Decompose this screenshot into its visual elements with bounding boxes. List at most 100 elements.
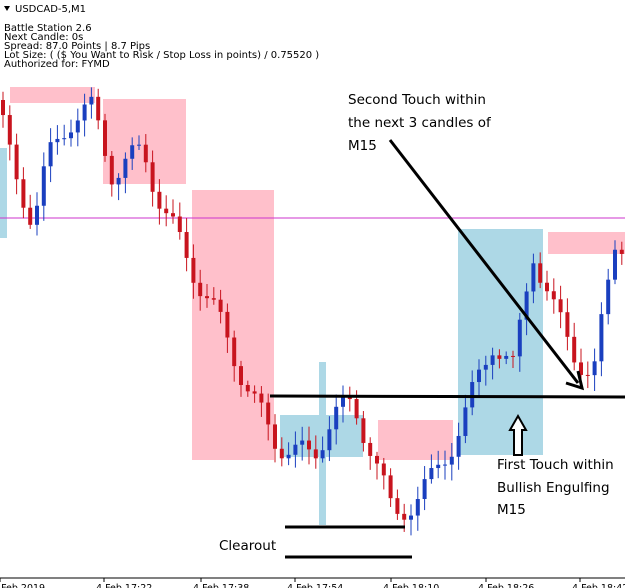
candle-body (109, 155, 114, 185)
candle-body (266, 402, 271, 425)
candle-body (511, 355, 515, 357)
info-line: Battle Station 2.6 (4, 23, 92, 34)
candle-body (409, 515, 413, 520)
candle-body (585, 374, 590, 376)
candle-body (497, 355, 502, 359)
candle-body (456, 435, 461, 457)
demand-zone (458, 229, 543, 455)
x-tick-label: 4 Feb 17:38 (193, 583, 249, 588)
x-tick-label: 4 Feb 2019 (0, 583, 45, 588)
candle-body (463, 407, 468, 436)
candle-body (470, 382, 475, 408)
candle-body (599, 314, 604, 362)
candle-body (273, 424, 277, 449)
supply-zone (103, 99, 186, 184)
candle-body (35, 205, 39, 225)
candle-body (300, 440, 305, 445)
candle-body (184, 232, 189, 258)
x-axis-labels: 4 Feb 2019 4 Feb 17:22 4 Feb 17:38 4 Feb 17… (0, 578, 625, 588)
candle-body (517, 319, 522, 357)
candle-body (402, 513, 407, 520)
candle-body (252, 391, 257, 394)
candle-body (62, 138, 67, 140)
candle-body (123, 158, 128, 178)
candle-body (1, 100, 5, 116)
candle-body (388, 475, 393, 499)
candle-body (483, 364, 488, 370)
candle-body (538, 263, 543, 283)
candle-body (286, 454, 291, 459)
level-line (269, 394, 625, 399)
window-title: USDCAD-5,M1 (15, 4, 86, 15)
candle-body (96, 96, 101, 121)
candle-body (592, 361, 597, 376)
x-tick-label: 4 Feb 17:54 (287, 583, 343, 588)
candle-body (375, 455, 379, 464)
candle-body (341, 396, 345, 407)
candle-body (422, 479, 427, 499)
candle-body (14, 144, 19, 180)
info-line: Authorized for: FYMD (4, 59, 110, 70)
x-tick-label: 4 Feb 18:26 (478, 583, 534, 588)
candle-body (313, 449, 318, 459)
candle-body (443, 464, 447, 466)
demand-zone (0, 148, 7, 238)
annotation: Second Touch within (348, 92, 486, 108)
x-tick-label: 4 Feb 18:42 (572, 583, 625, 588)
candle-body (429, 468, 434, 480)
candle-body (279, 448, 284, 459)
candle-body (613, 249, 617, 280)
candle-body (436, 464, 441, 469)
annotation: Clearout (219, 538, 276, 554)
candle-body (558, 299, 563, 313)
candle-body (347, 396, 352, 400)
candle-body (164, 208, 169, 214)
candle-body (150, 162, 155, 192)
candle-body (211, 298, 216, 300)
dropdown-icon[interactable] (4, 6, 10, 11)
candle-body (327, 429, 332, 451)
annotation: the next 3 candles of (348, 115, 492, 131)
candle-body (69, 132, 73, 139)
candle-body (218, 299, 223, 312)
candle-body (103, 120, 107, 156)
annotation: First Touch within (497, 457, 614, 473)
candle-body (75, 120, 80, 133)
candle-body (198, 282, 203, 297)
up-arrow (508, 413, 528, 456)
supply-zone (10, 87, 95, 103)
annotation: Bullish Engulfing (497, 480, 610, 496)
candle-body (334, 406, 339, 430)
candle-body (48, 142, 53, 167)
supply-zone (548, 232, 625, 254)
candle-body (205, 296, 209, 299)
candle-body (361, 418, 366, 443)
candle-body (171, 213, 175, 217)
info-line: Next Candle: 0s (4, 32, 83, 43)
candle-body (89, 96, 94, 105)
candle-body (293, 444, 298, 455)
candle-body (232, 337, 237, 367)
candle-body (225, 311, 230, 338)
candle-body (368, 442, 373, 456)
candle-body (7, 115, 12, 145)
candle-body (55, 138, 60, 143)
annotation: M15 (497, 502, 526, 518)
x-tick-label: 4 Feb 17:22 (96, 583, 152, 588)
candle-body (551, 291, 556, 300)
candle-body (619, 249, 624, 254)
candle-body (130, 145, 135, 159)
candle-body (177, 216, 182, 233)
candle-body (395, 498, 400, 514)
candle-body (239, 366, 243, 385)
supply-zone (378, 420, 453, 460)
candle-body (572, 336, 577, 363)
candle-body (259, 393, 264, 403)
candle-body (21, 179, 26, 208)
info-line: Spread: 87.0 Points | 8.7 Pips (4, 41, 150, 52)
candle-body (157, 191, 162, 209)
candle-body (354, 399, 359, 419)
candle-body (490, 355, 495, 365)
x-tick-label: 4 Feb 18:10 (383, 583, 439, 588)
